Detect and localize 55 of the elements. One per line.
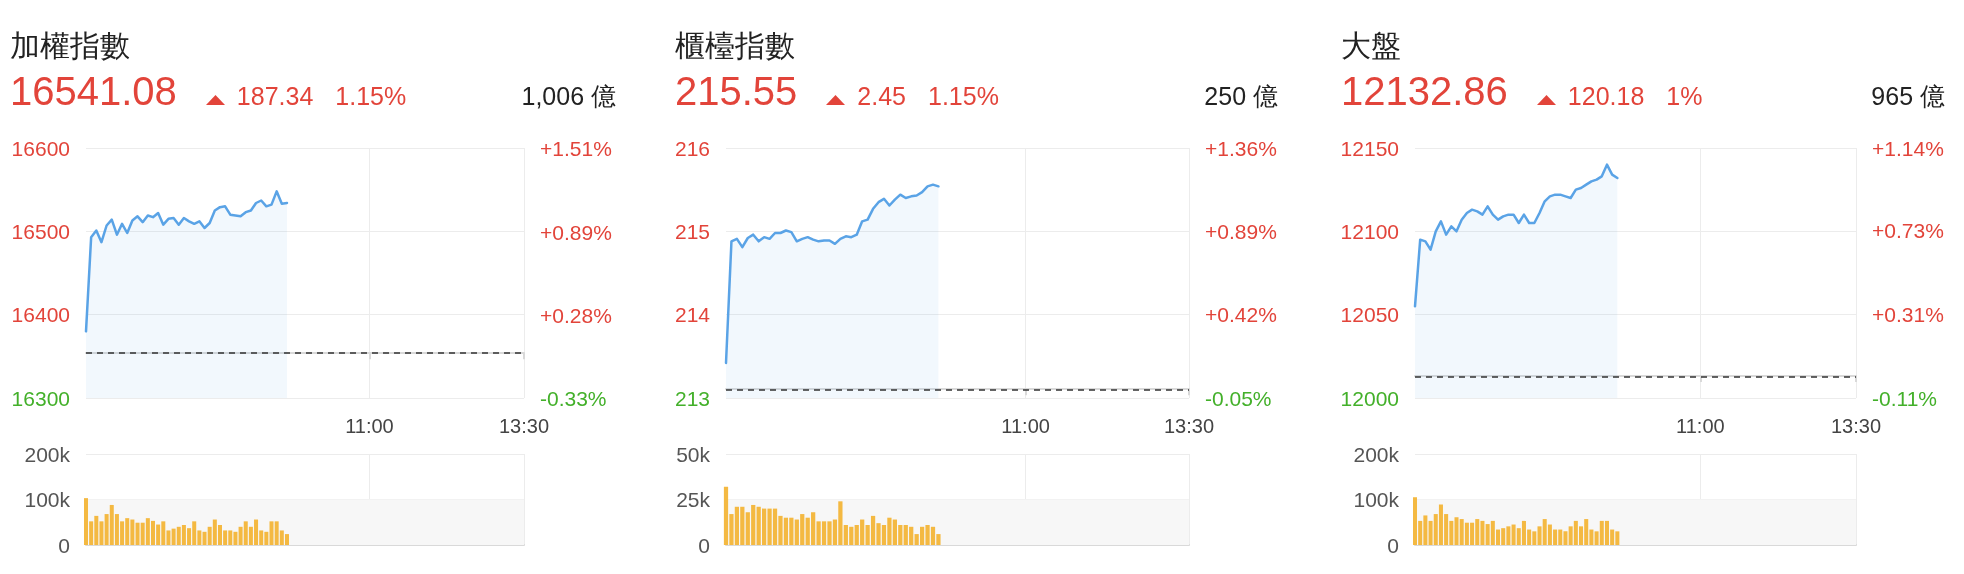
y2-tick-label: +1.36% <box>1205 136 1277 160</box>
y-tick-label: 16300 <box>11 386 70 410</box>
chart-title: 櫃檯指數 <box>675 29 795 62</box>
bar <box>284 534 289 545</box>
y2-tick-label: +0.31% <box>1872 302 1944 326</box>
text: 1.15% <box>928 81 999 111</box>
y2-tick-label: +0.28% <box>540 303 612 327</box>
y-tick-label: 0 <box>58 533 70 557</box>
y-tick-label: 213 <box>674 386 710 410</box>
text: 1% <box>1666 81 1703 111</box>
text: 965 億 <box>1871 81 1945 111</box>
chart-title: 加權指數 <box>10 29 130 62</box>
text: 120.18 <box>1567 81 1645 111</box>
y-tick-label: 12150 <box>1340 136 1399 160</box>
y2-tick-label: -0.11% <box>1872 386 1937 410</box>
y-tick-label: 16400 <box>11 303 70 327</box>
x-tick-label: 13:30 <box>1830 415 1882 437</box>
y-tick-label: 214 <box>674 303 711 327</box>
y-tick-label: 16500 <box>11 219 70 243</box>
y2-tick-label: +1.14% <box>1872 136 1944 160</box>
y-tick-label: 50k <box>676 442 711 466</box>
y-tick-label: 25k <box>676 488 711 511</box>
y2-tick-label: -0.33% <box>540 386 607 410</box>
y2-tick-label: +0.89% <box>540 220 612 244</box>
y2-tick-label: -0.05% <box>1205 386 1272 410</box>
text: 187.34 <box>236 81 314 111</box>
chart-title: 大盤 <box>1341 29 1401 62</box>
chart-subtitle: 12132.86 <box>1341 68 1508 114</box>
text: 250 億 <box>1204 81 1278 111</box>
x-tick-label: 13:30 <box>1163 415 1215 437</box>
y-tick-label: 0 <box>698 533 710 557</box>
text: 1,006 億 <box>521 81 616 111</box>
text: 1.15% <box>335 81 407 111</box>
y2-tick-label: +0.42% <box>1205 303 1277 327</box>
y2-tick-label: +1.51% <box>540 136 612 160</box>
y2-tick-label: +0.73% <box>1872 218 1944 242</box>
y-tick-label: 12100 <box>1340 219 1399 243</box>
y-tick-label: 16600 <box>11 136 70 160</box>
y-tick-label: 215 <box>674 219 710 243</box>
y-tick-label: 12000 <box>1340 386 1399 410</box>
chart-subtitle: 16541.08 <box>10 68 177 114</box>
y-tick-label: 216 <box>674 136 710 160</box>
bar <box>83 498 89 545</box>
x-tick-label: 11:00 <box>1001 415 1050 437</box>
y-tick-label: 0 <box>1387 533 1399 557</box>
x-tick-label: 11:00 <box>1676 415 1725 437</box>
bar <box>1412 497 1418 545</box>
y2-tick-label: +0.89% <box>1205 219 1277 243</box>
chart-subtitle: 215.55 <box>675 68 798 114</box>
y-tick-label: 100k <box>1353 488 1400 511</box>
y-tick-label: 200k <box>1353 442 1400 466</box>
text: 2.45 <box>857 81 907 111</box>
x-tick-label: 13:30 <box>498 415 550 437</box>
y-tick-label: 12050 <box>1340 303 1399 327</box>
x-tick-label: 11:00 <box>345 415 394 437</box>
